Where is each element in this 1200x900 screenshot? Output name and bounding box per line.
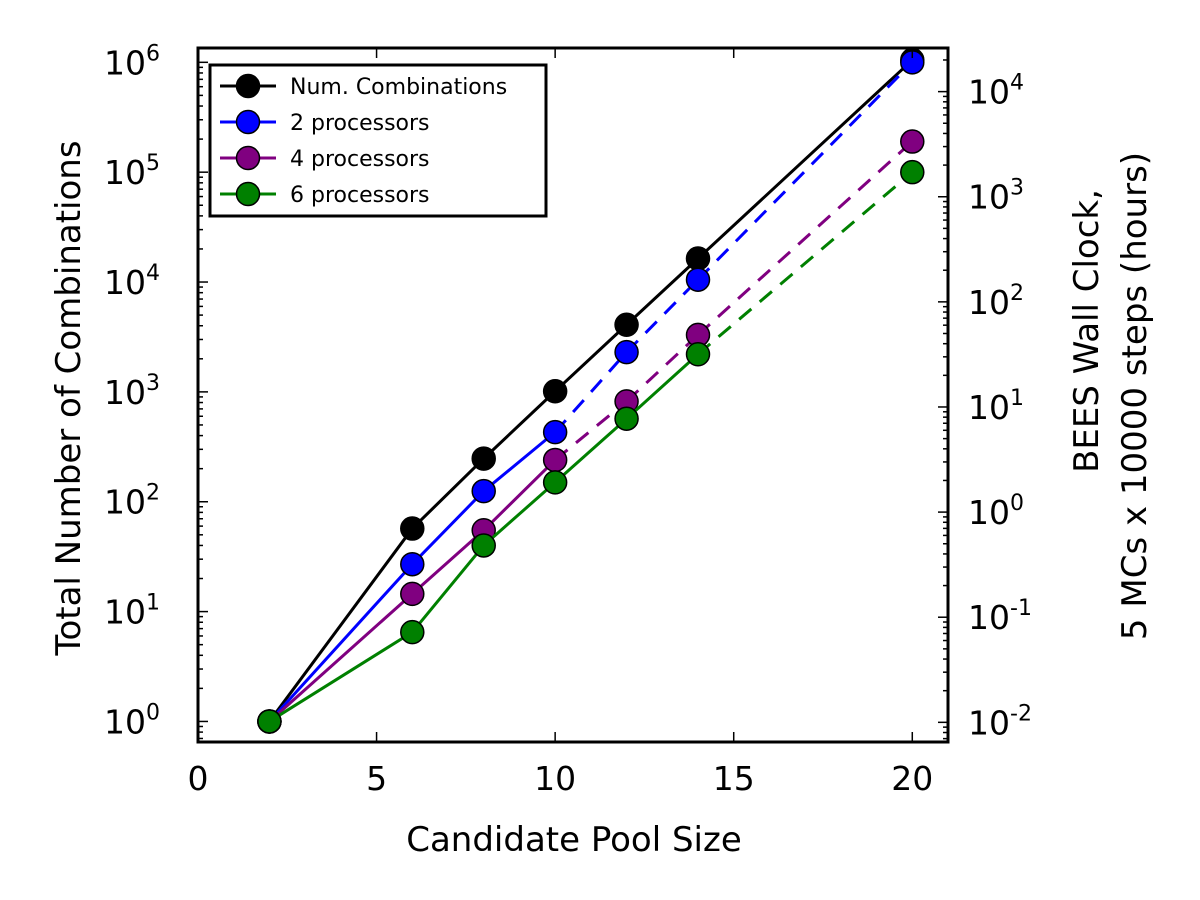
y2-axis-title-line1: BEES Wall Clock,	[1067, 189, 1107, 473]
y2-tick-label: 103	[968, 176, 1024, 217]
series-line-segment	[268, 630, 414, 723]
legend-label: Num. Combinations	[290, 75, 507, 100]
series-line-segment	[625, 333, 700, 403]
legend-entry: 4 processors	[220, 145, 430, 172]
y-tick-label: 105	[104, 151, 160, 192]
x-tick-label: 20	[891, 759, 933, 798]
series-line-segment	[696, 140, 914, 337]
legend-label: 6 processors	[290, 183, 430, 208]
data-point	[542, 419, 568, 445]
series-3	[257, 129, 925, 734]
data-point	[471, 446, 496, 471]
series-line-segment	[697, 171, 914, 356]
y-tick-label: 100	[104, 700, 160, 741]
y-tick-label: 103	[104, 371, 160, 412]
series-line-segment	[696, 61, 914, 281]
data-point	[257, 709, 282, 734]
data-point	[900, 159, 925, 185]
series-line-segment	[411, 457, 485, 530]
ticks-layer	[197, 48, 948, 742]
data-point	[400, 516, 425, 541]
x-tick-label: 0	[188, 759, 209, 798]
y2-tick-label: 104	[968, 71, 1024, 112]
y2-tick-label: 10-2	[968, 701, 1032, 742]
y2-tick-label: 100	[968, 491, 1024, 532]
plot-frame	[196, 46, 950, 744]
x-axis-title: Candidate Pool Size	[406, 820, 742, 860]
series-line-segment	[268, 563, 414, 723]
legend-marker	[235, 145, 261, 171]
data-point	[400, 551, 425, 577]
data-point	[614, 339, 639, 365]
data-point	[400, 619, 425, 645]
data-point	[900, 129, 925, 154]
series-line-segment	[411, 490, 485, 566]
data-point	[614, 406, 639, 431]
legend-entry: 2 processors	[220, 109, 430, 136]
legend-marker	[235, 109, 261, 135]
y2-tick-label: 101	[968, 386, 1024, 427]
data-point	[542, 379, 568, 404]
series-4	[257, 159, 925, 734]
series-line-segment	[411, 529, 485, 595]
y2-axis-title-line2: 5 MCs x 10000 steps (hours)	[1115, 152, 1155, 640]
data-point	[542, 447, 568, 473]
series-line-segment	[554, 417, 628, 484]
series-layer	[257, 47, 925, 734]
series-line-segment	[696, 58, 914, 260]
series-line-segment	[482, 458, 557, 532]
series-line-segment	[482, 390, 557, 460]
legend-entry: Num. Combinations	[220, 73, 507, 100]
series-2	[257, 50, 925, 734]
x-tick-label: 10	[534, 759, 576, 798]
x-tick-label: 5	[366, 759, 387, 798]
data-point	[471, 533, 496, 558]
legend-frame	[208, 63, 548, 218]
data-point	[685, 342, 711, 367]
data-point	[542, 470, 568, 495]
data-point	[614, 312, 639, 338]
data-point	[400, 581, 425, 607]
series-line-segment	[625, 257, 700, 326]
series-line-segment	[268, 592, 414, 723]
series-line-segment	[554, 323, 628, 393]
series-line-segment	[268, 527, 414, 723]
legend-marker	[235, 73, 261, 99]
y-axis-title: Total Number of Combinations	[49, 140, 89, 656]
series-line-segment	[411, 544, 485, 634]
data-point	[685, 246, 711, 271]
tick-labels: 0 5 10 15 20 100 101 102 103 104 105 106 10-2 10-1 100…	[104, 41, 1032, 798]
series-line-segment	[482, 481, 557, 547]
legend: Num. Combinations 2 processors 4 processor…	[208, 63, 548, 218]
series-line-segment	[625, 353, 700, 420]
y2-tick-label: 10-1	[968, 596, 1032, 637]
series-line-segment	[554, 400, 628, 462]
legend-label: 4 processors	[290, 147, 430, 172]
x-tick-label: 15	[713, 759, 755, 798]
legend-label: 2 processors	[290, 111, 430, 136]
data-point	[471, 478, 496, 504]
y-tick-label: 106	[104, 41, 160, 82]
data-point	[685, 267, 711, 292]
legend-marker	[235, 181, 261, 207]
series-line-segment	[625, 278, 700, 354]
y-tick-label: 101	[104, 591, 160, 632]
legend-entry: 6 processors	[220, 181, 430, 208]
series-line-segment	[482, 430, 557, 493]
y-tick-label: 102	[104, 481, 160, 522]
series-line-segment	[554, 351, 628, 434]
y2-tick-label: 102	[968, 281, 1024, 322]
y-tick-label: 104	[104, 261, 160, 302]
